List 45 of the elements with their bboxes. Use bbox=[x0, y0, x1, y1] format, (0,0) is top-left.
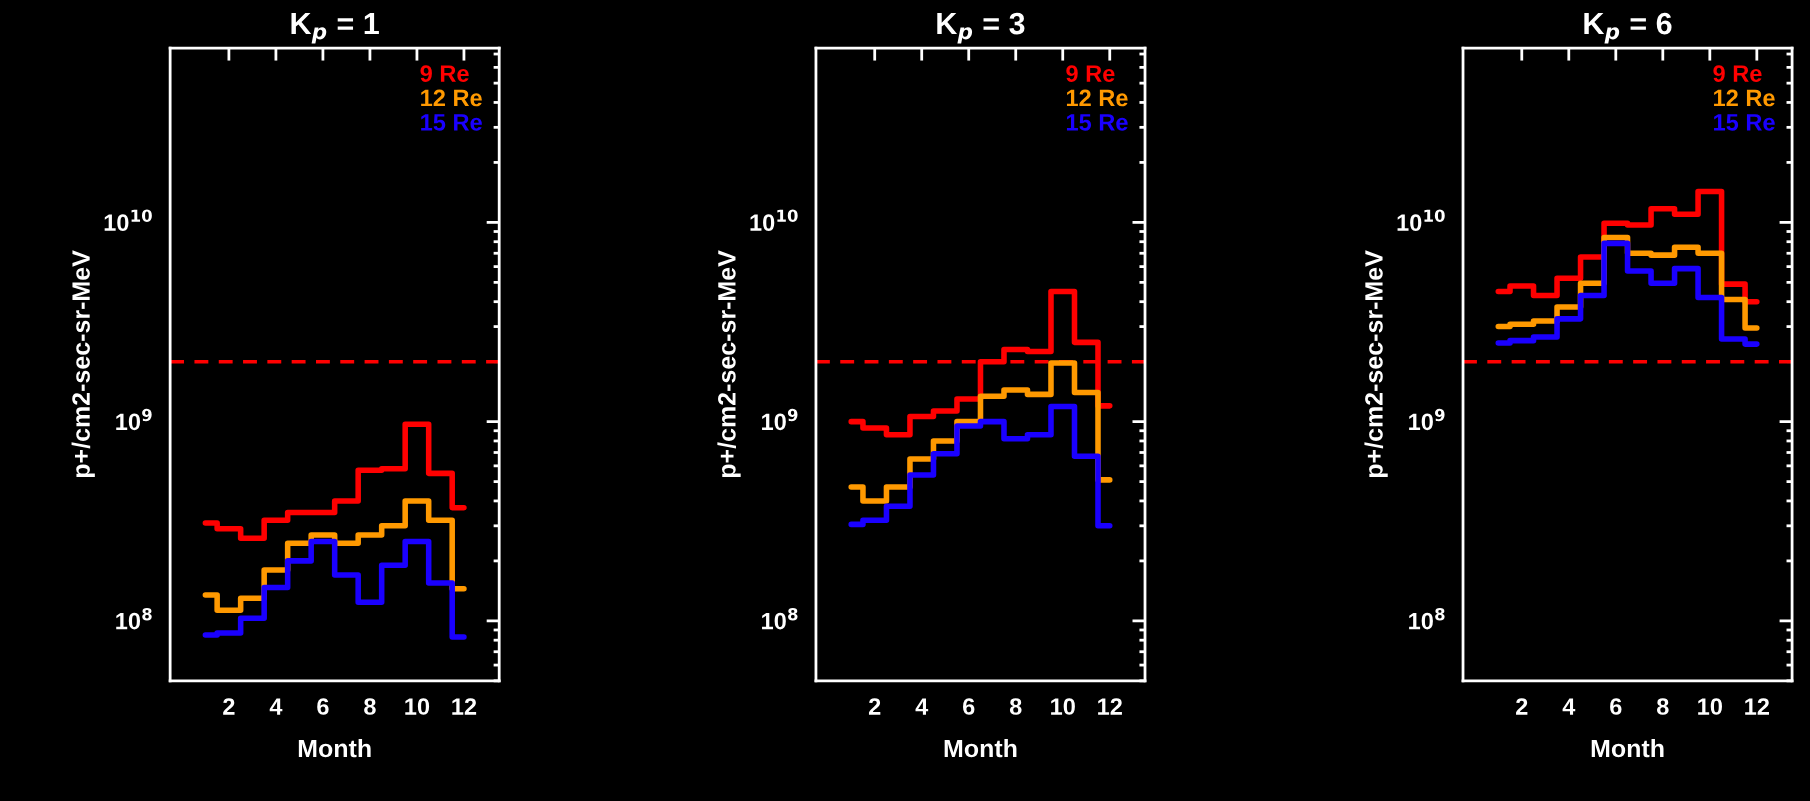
y-tick-label: 10$^{9}$ bbox=[1409, 408, 1445, 431]
x-tick-label: 2 bbox=[1516, 698, 1528, 715]
x-tick-label: 6 bbox=[1610, 698, 1622, 715]
text: 12 Re bbox=[1714, 89, 1775, 107]
y-tick-label: 10$^{9}$ bbox=[116, 408, 152, 431]
x-tick-label: 2 bbox=[868, 698, 881, 715]
x-tick-label: 12 bbox=[1098, 698, 1122, 715]
x-tick-label: 6 bbox=[963, 698, 975, 715]
text: 12 Re bbox=[421, 89, 482, 107]
x-tick-label: 12 bbox=[452, 698, 477, 715]
x-tick-label: 8 bbox=[1656, 698, 1669, 715]
x-tick-label: 6 bbox=[317, 698, 329, 715]
x-tick-label: 4 bbox=[915, 698, 929, 715]
text: 15 Re bbox=[421, 114, 482, 131]
x-tick-label: 12 bbox=[1745, 698, 1770, 715]
x-axis-title: Month bbox=[298, 738, 371, 758]
text: 9 Re bbox=[1066, 65, 1115, 82]
x-axis-title: Month bbox=[1591, 738, 1664, 758]
text: 15 Re bbox=[1714, 114, 1775, 131]
chart-title: K$_{p}$ = 3 bbox=[937, 12, 1025, 44]
x-axis-title: Month bbox=[944, 738, 1017, 758]
chart-title: K$_{p}$ = 6 bbox=[1584, 12, 1672, 44]
y-axis-title: p+/cm2-sec-sr-MeV bbox=[717, 250, 741, 478]
x-tick-label: 10 bbox=[405, 698, 430, 715]
x-tick-label: 4 bbox=[1562, 698, 1576, 715]
y-tick-label: 10$^{10}$ bbox=[750, 209, 798, 232]
x-tick-label: 10 bbox=[1698, 698, 1722, 715]
y-tick-label: 10$^{8}$ bbox=[1409, 607, 1445, 630]
text: 12 Re bbox=[1066, 89, 1128, 107]
y-tick-label: 10$^{9}$ bbox=[762, 408, 798, 431]
y-tick-label: 10$^{10}$ bbox=[104, 209, 152, 232]
x-tick-label: 2 bbox=[223, 698, 235, 715]
x-tick-label: 8 bbox=[1009, 698, 1022, 715]
x-tick-label: 4 bbox=[269, 698, 283, 715]
x-tick-label: 10 bbox=[1051, 698, 1075, 715]
y-tick-label: 10$^{8}$ bbox=[116, 607, 152, 630]
y-tick-label: 10$^{8}$ bbox=[762, 607, 798, 630]
chart-title: K$_{p}$ = 1 bbox=[291, 13, 379, 44]
y-tick-label: 10$^{10}$ bbox=[1397, 209, 1445, 232]
y-axis-title: p+/cm2-sec-sr-MeV bbox=[71, 250, 95, 478]
y-axis-title: p+/cm2-sec-sr-MeV bbox=[1364, 250, 1388, 478]
x-tick-label: 8 bbox=[364, 698, 376, 715]
text: 9 Re bbox=[1713, 65, 1762, 82]
text: 9 Re bbox=[420, 65, 469, 82]
text: 15 Re bbox=[1066, 114, 1128, 131]
